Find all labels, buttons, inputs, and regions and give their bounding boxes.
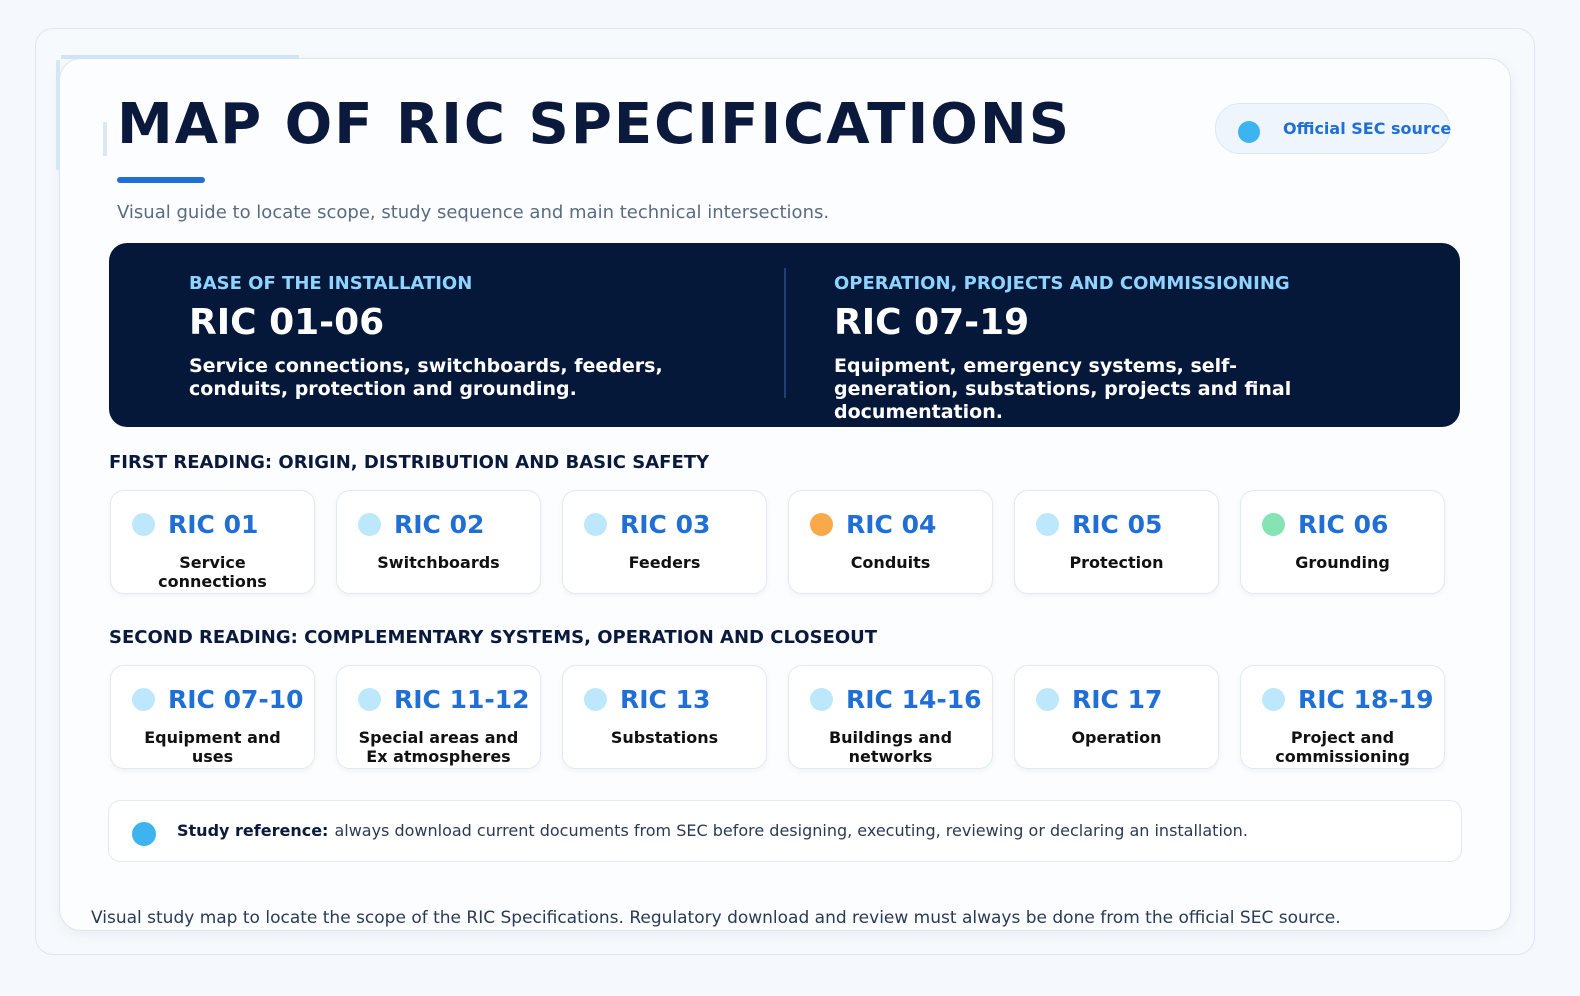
spec-card[interactable]: RIC 04 Conduits [788, 490, 993, 594]
card-label: Feeders [628, 553, 701, 572]
page-title: MAP OF RIC SPECIFICATIONS [117, 92, 1072, 157]
card-code: RIC 07-10 [168, 685, 304, 714]
card-code: RIC 18-19 [1298, 685, 1434, 714]
spec-card[interactable]: RIC 11-12 Special areas and Ex atmosphere… [336, 665, 541, 769]
section-heading: SECOND READING: COMPLEMENTARY SYSTEMS, O… [109, 627, 878, 648]
card-code: RIC 01 [168, 510, 259, 539]
card-code: RIC 13 [620, 685, 711, 714]
status-dot [358, 513, 381, 536]
accent-line [61, 55, 299, 59]
banner-code: RIC 01-06 [189, 302, 385, 343]
card-code: RIC 11-12 [394, 685, 530, 714]
status-dot [132, 513, 155, 536]
card-code: RIC 03 [620, 510, 711, 539]
status-dot [1036, 513, 1059, 536]
status-dot [810, 513, 833, 536]
badge-text: Official SEC source [1283, 119, 1452, 138]
status-dot [1262, 688, 1285, 711]
banner-column: BASE OF THE INSTALLATION RIC 01-06 Service… [189, 273, 749, 401]
card-label: Special areas and Ex atmospheres [358, 728, 519, 766]
accent-line [103, 122, 107, 156]
card-label: Operation [1071, 728, 1162, 747]
banner-label: BASE OF THE INSTALLATION [189, 273, 473, 294]
status-dot [584, 513, 607, 536]
status-dot [132, 688, 155, 711]
card-code: RIC 05 [1072, 510, 1163, 539]
card-label: Grounding [1295, 553, 1390, 572]
card-code: RIC 14-16 [846, 685, 982, 714]
study-note: Study reference: always download current … [108, 800, 1462, 862]
card-label: Buildings and networks [828, 728, 953, 766]
badge-dot [1238, 121, 1260, 143]
banner-code: RIC 07-19 [834, 302, 1030, 343]
section-heading: FIRST READING: ORIGIN, DISTRIBUTION AND … [109, 452, 710, 473]
spec-card[interactable]: RIC 13 Substations [562, 665, 767, 769]
source-badge[interactable]: Official SEC source [1215, 103, 1452, 154]
banner-column: OPERATION, PROJECTS AND COMMISSIONING RIC… [834, 273, 1394, 424]
card-label: Substations [610, 728, 719, 747]
footer: Visual study map to locate the scope of … [91, 908, 1341, 928]
banner-text: Equipment, emergency systems, self-gener… [834, 355, 1292, 423]
summary-banner: BASE OF THE INSTALLATION RIC 01-06 Service… [109, 243, 1460, 427]
card-code: RIC 06 [1298, 510, 1389, 539]
spec-card[interactable]: RIC 06 Grounding [1240, 490, 1445, 594]
status-dot [1262, 513, 1285, 536]
spec-card[interactable]: RIC 02 Switchboards [336, 490, 541, 594]
card-label: Equipment and uses [144, 728, 281, 766]
card-label: Protection [1069, 553, 1164, 572]
spec-card[interactable]: RIC 05 Protection [1014, 490, 1219, 594]
note-dot [132, 822, 156, 846]
spec-card[interactable]: RIC 18-19 Project and commissioning [1240, 665, 1445, 769]
spec-card[interactable]: RIC 07-10 Equipment and uses [110, 665, 315, 769]
card-code: RIC 02 [394, 510, 485, 539]
banner-divider [784, 268, 786, 398]
card-label: Conduits [850, 553, 931, 572]
card-label: Project and commissioning [1275, 728, 1410, 766]
spec-card[interactable]: RIC 03 Feeders [562, 490, 767, 594]
banner-text: Service connections, switchboards, feede… [189, 355, 663, 400]
note-label: Study reference: [177, 821, 329, 840]
note-body: always download current documents from S… [334, 821, 1248, 840]
subtitle: Visual guide to locate scope, study sequ… [117, 202, 830, 223]
card-code: RIC 04 [846, 510, 937, 539]
status-dot [810, 688, 833, 711]
banner-label: OPERATION, PROJECTS AND COMMISSIONING [834, 273, 1290, 294]
spec-card[interactable]: RIC 01 Service connections [110, 490, 315, 594]
card-label: Service connections [158, 553, 267, 591]
card-label: Switchboards [377, 553, 500, 572]
status-dot [584, 688, 607, 711]
status-dot [1036, 688, 1059, 711]
accent-line [56, 60, 60, 170]
note-text: Study reference: always download current … [177, 821, 1248, 840]
title-underline [117, 177, 205, 183]
status-dot [358, 688, 381, 711]
card-code: RIC 17 [1072, 685, 1163, 714]
spec-card[interactable]: RIC 17 Operation [1014, 665, 1219, 769]
spec-card[interactable]: RIC 14-16 Buildings and networks [788, 665, 993, 769]
